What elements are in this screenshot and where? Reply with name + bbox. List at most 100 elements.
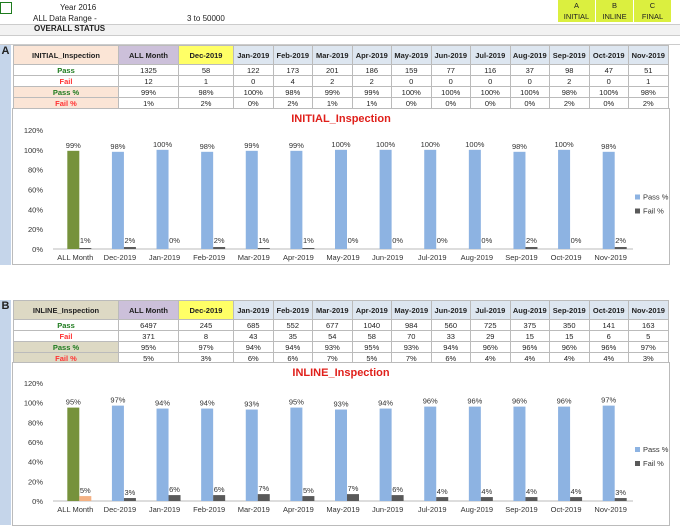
row-label: Fail % (13, 97, 119, 109)
bar-pass[interactable] (290, 407, 303, 501)
initial-chart[interactable]: INITIAL_Inspection 0% 20% 40% 60% 80% 100% 120… (12, 108, 670, 265)
bar-pass[interactable] (156, 149, 169, 249)
bar-fail[interactable] (480, 497, 493, 501)
row-label: Fail (13, 330, 119, 342)
cell: 100% (391, 86, 432, 98)
bar-fail[interactable] (570, 497, 583, 501)
cell: 94% (233, 341, 274, 353)
bar-pass[interactable] (468, 149, 481, 249)
x-tick-label: Jul-2019 (418, 505, 447, 514)
data-label-fail: 0% (571, 236, 582, 245)
table-row: Fail % 1% 2% 0% 2% 1% 1% 0% 0% 0% 0% 2% 0% 2% (13, 97, 669, 109)
bar-pass[interactable] (602, 151, 615, 249)
cell: 98% (549, 86, 590, 98)
x-tick-label: May-2019 (326, 253, 359, 262)
bar-pass[interactable] (111, 405, 124, 501)
cell: 95% (351, 341, 392, 353)
bar-fail[interactable] (391, 495, 404, 501)
y-tick-label: 40% (28, 205, 43, 214)
bar-pass[interactable] (245, 150, 258, 249)
bar-pass[interactable] (245, 409, 258, 501)
bar-pass[interactable] (602, 405, 615, 501)
bar-pass[interactable] (468, 406, 481, 501)
x-tick-label: Jul-2019 (418, 253, 447, 262)
bar-pass[interactable] (67, 407, 80, 501)
row-label: Pass % (13, 341, 119, 353)
bar-fail[interactable] (213, 247, 226, 249)
column-header: Mar-2019 (312, 45, 353, 65)
data-label-fail: 0% (169, 236, 180, 245)
bar-fail[interactable] (79, 248, 92, 249)
x-tick-label: May-2019 (326, 505, 359, 514)
bar-fail[interactable] (257, 494, 270, 501)
table-row: Pass 1325 58 122 173 201 186 159 77 116 37 98 47 51 (13, 64, 669, 76)
column-header: May-2019 (391, 300, 432, 320)
bar-fail[interactable] (525, 247, 538, 249)
cell: 552 (272, 319, 313, 331)
data-label-fail: 5% (80, 486, 91, 495)
bar-fail[interactable] (614, 247, 627, 249)
data-label-fail: 4% (481, 487, 492, 496)
bar-fail[interactable] (347, 494, 359, 501)
bar-pass[interactable] (201, 151, 214, 249)
bar-pass[interactable] (156, 408, 169, 501)
cell: 100% (233, 86, 274, 98)
bar-fail[interactable] (257, 248, 270, 249)
bar-pass[interactable] (558, 149, 571, 249)
data-label-pass: 100% (554, 140, 574, 149)
cell: 173 (272, 64, 313, 76)
cell: 51 (628, 64, 669, 76)
cell: 245 (178, 319, 234, 331)
cell: 1325 (118, 64, 179, 76)
row-label: Pass (13, 319, 119, 331)
bar-pass[interactable] (290, 150, 303, 249)
legend-swatch (635, 194, 640, 200)
data-label-fail: 0% (481, 236, 492, 245)
bar-pass[interactable] (379, 408, 392, 501)
cell: 375 (509, 319, 550, 331)
bar-pass[interactable] (335, 409, 347, 501)
data-label-pass: 96% (423, 397, 438, 406)
y-tick-label: 0% (32, 245, 43, 254)
column-header: Apr-2019 (351, 45, 392, 65)
data-label-pass: 97% (110, 396, 125, 405)
bar-pass[interactable] (111, 151, 124, 249)
bar-fail[interactable] (213, 495, 226, 501)
table-row: Fail 12 1 0 4 2 2 0 0 0 0 2 0 1 (13, 75, 669, 87)
bar-pass[interactable] (67, 150, 80, 249)
data-label-fail: 1% (258, 236, 269, 245)
bar-fail[interactable] (302, 496, 315, 501)
cell: 0 (430, 75, 471, 87)
bar-fail[interactable] (525, 497, 538, 501)
y-tick-label: 0% (32, 497, 43, 506)
bar-pass[interactable] (424, 149, 437, 249)
bar-pass[interactable] (424, 406, 437, 501)
bar-fail[interactable] (123, 247, 136, 249)
data-label-fail: 1% (80, 236, 91, 245)
data-label-fail: 6% (214, 485, 225, 494)
bar-pass[interactable] (513, 151, 526, 249)
bar-fail[interactable] (302, 248, 315, 249)
cell: 6497 (118, 319, 179, 331)
bar-pass[interactable] (379, 149, 392, 249)
inline-chart[interactable]: INLINE_Inspection 0% 20% 40% 60% 80% 100% 120%… (12, 362, 670, 526)
y-tick-label: 120% (24, 379, 44, 388)
bar-fail[interactable] (123, 498, 136, 501)
bar-pass[interactable] (513, 406, 526, 501)
bar-pass[interactable] (335, 149, 347, 249)
cell: 100% (588, 86, 629, 98)
legend-col-b: B INLINE (596, 0, 633, 22)
cell: 0% (233, 97, 274, 109)
bar-fail[interactable] (436, 497, 449, 501)
data-label-pass: 93% (244, 400, 259, 409)
bar-pass[interactable] (201, 408, 214, 501)
data-label-pass: 97% (601, 396, 616, 405)
selected-cell[interactable] (0, 2, 12, 14)
bar-fail[interactable] (168, 495, 181, 501)
range-label: ALL Data Range - (33, 14, 97, 23)
cell: 58 (178, 64, 234, 76)
bar-fail[interactable] (614, 498, 627, 501)
bar-pass[interactable] (558, 406, 571, 501)
cell: 116 (470, 64, 511, 76)
bar-fail[interactable] (79, 496, 92, 501)
